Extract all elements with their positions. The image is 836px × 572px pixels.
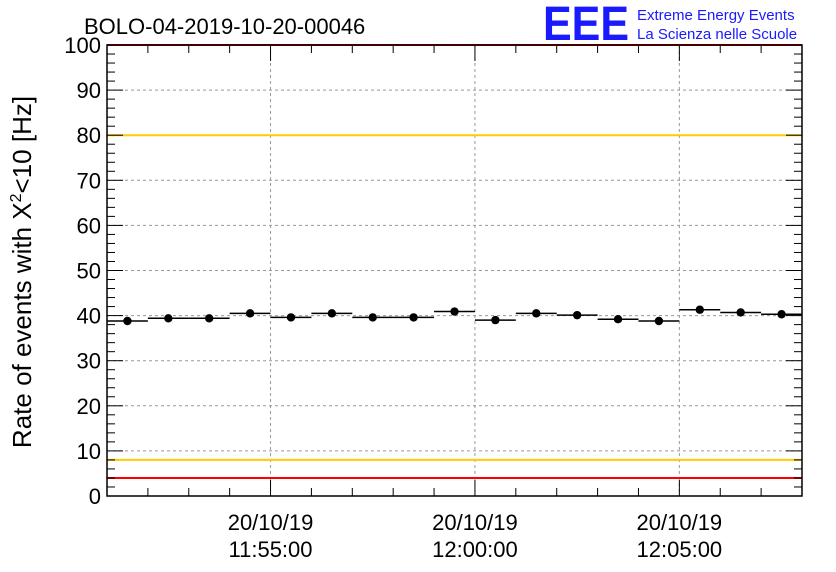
x-tick-time: 12:05:00 xyxy=(637,537,723,562)
x-tick-time: 12:00:00 xyxy=(432,537,518,562)
eee-logo: EEE Extreme Energy Events La Scienza nel… xyxy=(543,0,797,51)
data-point xyxy=(245,309,255,318)
data-point xyxy=(613,315,623,324)
logo-eee-text: EEE xyxy=(543,0,629,51)
chart-title: BOLO-04-2019-10-20-00046 xyxy=(84,14,365,39)
data-point xyxy=(327,309,337,318)
data-point xyxy=(736,308,745,317)
y-axis-label: Rate of events with X2<10 [Hz] xyxy=(7,96,37,448)
x-tick-date: 20/10/19 xyxy=(637,510,723,535)
y-axis-label-tail: <10 [Hz] xyxy=(7,96,37,194)
y-tick-label: 0 xyxy=(89,484,101,509)
data-point xyxy=(286,313,296,322)
grid-lines xyxy=(107,45,802,496)
data-point xyxy=(368,313,377,322)
y-tick-label: 60 xyxy=(77,213,101,238)
y-tick-label: 50 xyxy=(77,259,101,284)
data-point xyxy=(164,314,173,323)
data-point xyxy=(450,307,459,316)
data-point xyxy=(654,316,664,326)
data-point xyxy=(123,316,132,326)
reference-lines xyxy=(107,44,802,479)
y-tick-label: 40 xyxy=(77,304,101,329)
y-axis: 0 10 20 30 40 50 60 70 80 90 100 xyxy=(64,33,802,509)
logo-line-1: Extreme Energy Events xyxy=(637,7,795,24)
y-axis-label-sup: 2 xyxy=(8,193,25,202)
y-tick-label: 30 xyxy=(77,349,101,374)
y-axis-label-main: Rate of events with X xyxy=(7,202,37,448)
x-axis: 20/10/1911:55:0020/10/1912:00:0020/10/19… xyxy=(147,45,762,562)
y-tick-label: 80 xyxy=(77,123,101,148)
data-point xyxy=(532,309,541,318)
x-tick-time: 11:55:00 xyxy=(229,537,313,562)
y-tick-label: 90 xyxy=(77,78,101,103)
y-tick-label: 20 xyxy=(77,394,101,419)
data-point xyxy=(777,310,786,319)
y-tick-label: 70 xyxy=(77,168,101,193)
data-point xyxy=(491,315,500,325)
logo-line-2: La Scienza nelle Scuole xyxy=(637,26,797,43)
data-point xyxy=(409,313,418,322)
y-tick-label: 100 xyxy=(64,33,101,58)
data-point xyxy=(205,314,214,323)
x-tick-date: 20/10/19 xyxy=(432,510,518,535)
x-tick-date: 20/10/19 xyxy=(228,510,314,535)
plot-frame xyxy=(106,44,803,497)
data-point xyxy=(572,310,582,320)
y-tick-label: 10 xyxy=(77,439,101,464)
data-points xyxy=(107,305,802,326)
data-point xyxy=(695,305,704,314)
